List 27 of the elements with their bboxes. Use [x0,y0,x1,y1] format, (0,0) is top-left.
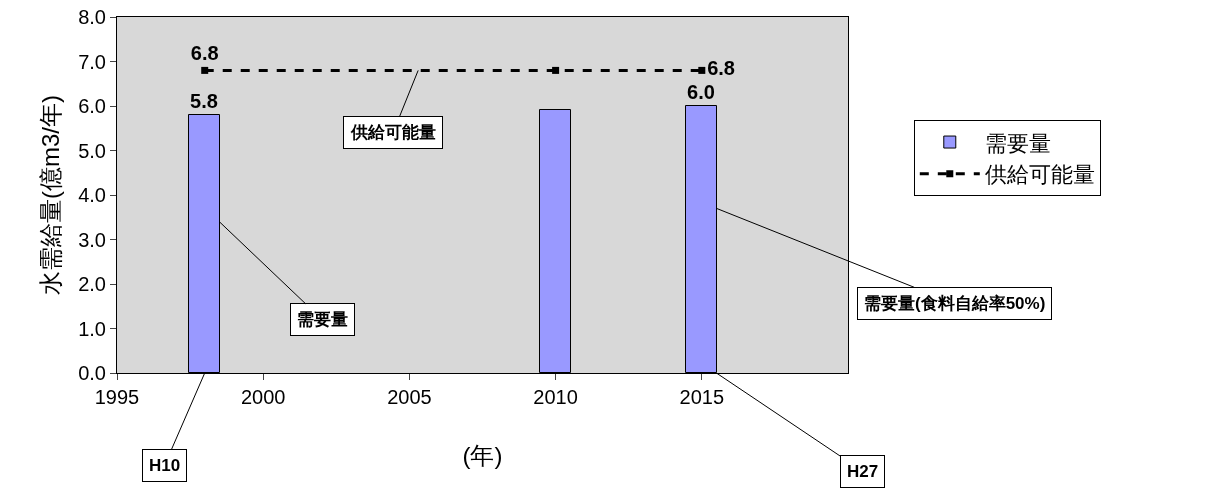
data-label: 6.8 [707,57,735,80]
x-axis-title: (年) [462,442,503,470]
x-tick-label: 2015 [679,386,725,408]
y-tick-label: 4.0 [78,184,106,206]
y-tick-label: 6.0 [78,95,106,117]
y-axis-title: 水需給量(億m3/年) [37,95,64,295]
legend-label: 供給可能量 [984,162,1095,188]
y-tick-label: 3.0 [78,228,106,251]
x-tick-label: 1995 [94,386,140,408]
y-tick-label: 0.0 [78,362,106,384]
x-tick-label: 2010 [533,386,578,408]
y-tick-label: 7.0 [78,50,106,73]
annotation: 需要量 [297,310,348,329]
legend-label: 需要量 [984,130,1051,156]
annotation: H27 [847,462,879,481]
y-tick-label: 2.0 [78,273,106,295]
annotation: H10 [149,456,181,475]
x-tick-label: 2005 [387,386,432,408]
annotation: 需要量(食料自給率50%) [864,294,1046,313]
data-label: 6.8 [190,42,219,65]
annotation: 供給可能量 [350,123,436,142]
x-tick-label: 2000 [240,386,286,408]
y-tick-label: 8.0 [78,6,106,28]
data-label: 5.8 [190,89,218,112]
y-tick-label: 5.0 [78,139,106,162]
data-label: 6.0 [687,80,715,103]
y-tick-label: 1.0 [78,317,106,340]
